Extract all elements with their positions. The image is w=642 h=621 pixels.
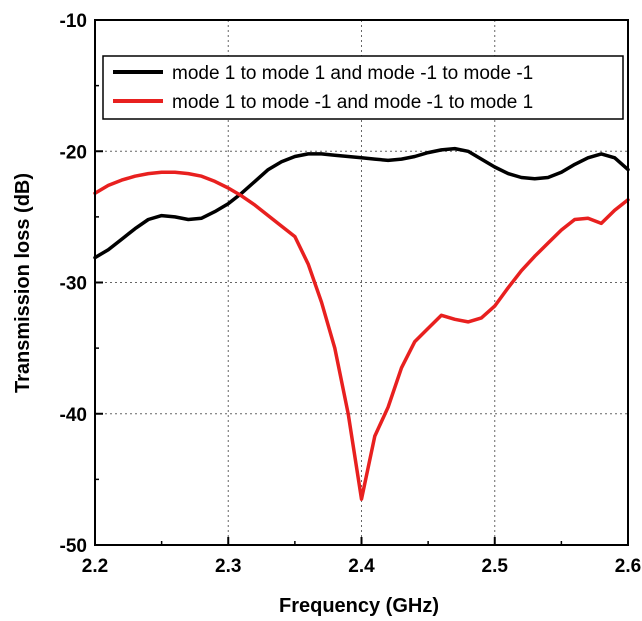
legend-box xyxy=(102,55,624,120)
series-line-1 xyxy=(93,146,630,260)
legend-label-series-2: mode 1 to mode -1 and mode -1 to mode 1 xyxy=(172,92,533,113)
plot-series xyxy=(93,146,630,501)
x-tick-label: 2.3 xyxy=(215,556,241,577)
x-tick-label: 2.5 xyxy=(482,556,509,577)
tick-labels: 2.2 2.3 2.4 2.5 2.6 -10 -20 -30 -40 -50 xyxy=(60,11,642,577)
y-tick-label: -50 xyxy=(60,536,87,557)
y-tick-label: -10 xyxy=(60,11,87,32)
y-axis-title: Transmission loss (dB) xyxy=(12,173,34,393)
y-tick-label: -40 xyxy=(60,405,87,426)
x-tick-label: 2.4 xyxy=(348,556,375,577)
axis-ticks xyxy=(94,19,629,546)
legend: mode 1 to mode 1 and mode -1 to mode -1 … xyxy=(102,55,624,120)
legend-label-series-1: mode 1 to mode 1 and mode -1 to mode -1 xyxy=(172,63,533,84)
series-line-2 xyxy=(93,170,630,501)
x-tick-label: 2.2 xyxy=(82,556,108,577)
x-axis-title: Frequency (GHz) xyxy=(279,595,439,617)
grid-lines xyxy=(95,20,628,545)
y-tick-label: -20 xyxy=(60,142,87,163)
y-tick-label: -30 xyxy=(60,274,87,295)
x-tick-label: 2.6 xyxy=(615,556,641,577)
